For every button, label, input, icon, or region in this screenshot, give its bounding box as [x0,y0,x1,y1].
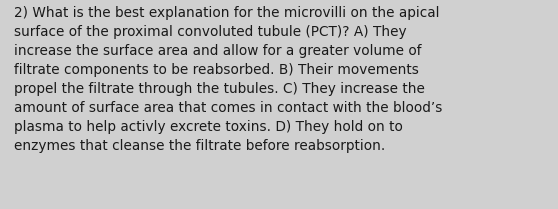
Text: 2) What is the best explanation for the microvilli on the apical
surface of the : 2) What is the best explanation for the … [14,6,442,153]
